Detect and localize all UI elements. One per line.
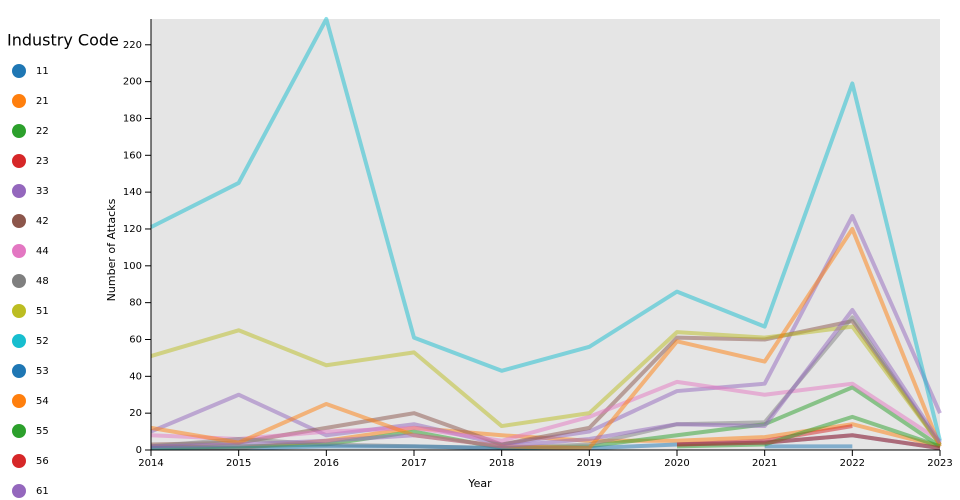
legend-swatch <box>12 184 26 198</box>
legend-swatch <box>12 304 26 318</box>
legend-swatch <box>12 214 26 228</box>
legend-swatch <box>12 424 26 438</box>
series-line <box>676 433 941 451</box>
legend-label: 23 <box>36 156 49 167</box>
x-tick-label: 2014 <box>138 458 163 469</box>
legend-label: 33 <box>36 186 49 197</box>
legend-swatch <box>12 124 26 138</box>
y-tick-label: 140 <box>123 187 142 198</box>
legend-swatch <box>12 484 26 498</box>
legend-label: 53 <box>36 366 49 377</box>
legend-label: 56 <box>36 456 49 467</box>
legend-label: 21 <box>36 96 49 107</box>
y-tick-label: 180 <box>123 113 142 124</box>
legend-title: Industry Code <box>7 31 119 50</box>
legend-label: 48 <box>36 276 49 287</box>
series-line <box>150 324 942 446</box>
legend-label: 42 <box>36 216 49 227</box>
x-axis-title: Year <box>467 477 492 490</box>
legend-label: 22 <box>36 126 49 137</box>
y-tick-label: 120 <box>123 224 142 235</box>
x-tick-label: 2020 <box>664 458 689 469</box>
x-tick-label: 2015 <box>226 458 251 469</box>
y-tick-label: 220 <box>123 40 142 51</box>
series-line <box>150 379 942 443</box>
legend-swatch <box>12 454 26 468</box>
legend-label: 11 <box>36 66 49 77</box>
x-tick-label: 2019 <box>577 458 602 469</box>
y-tick-label: 100 <box>123 261 142 272</box>
legend-swatch <box>12 364 26 378</box>
x-tick-label: 2016 <box>314 458 339 469</box>
series-line <box>150 226 942 451</box>
y-tick-label: 60 <box>129 334 142 345</box>
y-tick-label: 160 <box>123 150 142 161</box>
y-tick-label: 20 <box>129 408 142 419</box>
legend-label: 44 <box>36 246 49 257</box>
legend-label: 61 <box>36 486 49 497</box>
legend-swatch <box>12 394 26 408</box>
legend-label: 52 <box>36 336 49 347</box>
legend-label: 51 <box>36 306 49 317</box>
y-tick-label: 40 <box>129 371 142 382</box>
x-tick-label: 2017 <box>401 458 426 469</box>
x-tick-label: 2021 <box>752 458 777 469</box>
legend-label: 54 <box>36 396 49 407</box>
plot-background <box>151 19 940 450</box>
series-line <box>150 308 942 449</box>
legend-swatch <box>12 94 26 108</box>
x-tick-label: 2022 <box>840 458 865 469</box>
x-tick-label: 2023 <box>927 458 952 469</box>
y-tick-label: 0 <box>136 445 142 456</box>
series-line <box>150 17 942 442</box>
legend-swatch <box>12 64 26 78</box>
y-axis-title: Number of Attacks <box>105 198 118 301</box>
legend-swatch <box>12 334 26 348</box>
y-tick-label: 80 <box>129 298 142 309</box>
legend-swatch <box>12 244 26 258</box>
y-tick-label: 200 <box>123 77 142 88</box>
x-tick-label: 2018 <box>489 458 514 469</box>
legend-swatch <box>12 274 26 288</box>
legend-label: 55 <box>36 426 49 437</box>
legend-swatch <box>12 154 26 168</box>
